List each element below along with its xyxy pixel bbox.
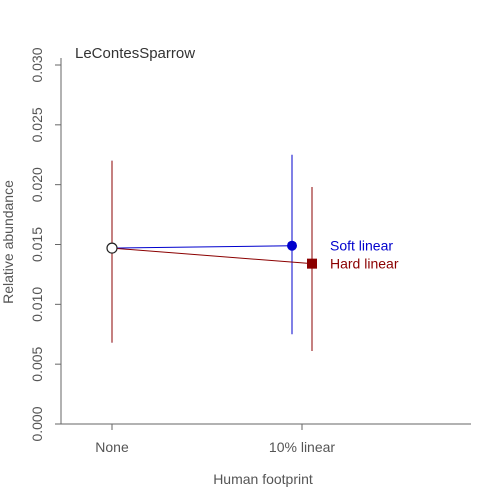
x-axis-label: Human footprint <box>213 471 313 487</box>
connector-line <box>112 246 292 248</box>
y-tick-label: 0.010 <box>29 287 45 322</box>
data-points <box>107 241 317 269</box>
series-labels: Soft linear Hard linear <box>330 238 399 272</box>
y-tick-label: 0.025 <box>29 107 45 142</box>
y-ticks: 0.000 0.005 0.010 0.015 0.020 0.025 0.030 <box>29 47 61 441</box>
y-tick-label: 0.030 <box>29 47 45 82</box>
y-axis-label: Relative abundance <box>0 180 16 304</box>
x-ticks: None 10% linear <box>95 424 335 455</box>
baseline-point <box>107 243 117 253</box>
connector-lines <box>112 246 312 264</box>
y-tick-label: 0.000 <box>29 406 45 441</box>
chart-title: LeContesSparrow <box>75 45 195 62</box>
connector-line <box>112 248 312 264</box>
y-tick-label: 0.015 <box>29 227 45 262</box>
series-label: Hard linear <box>330 256 399 272</box>
x-tick-label: 10% linear <box>269 439 335 455</box>
error-bars <box>112 155 312 351</box>
y-tick-label: 0.020 <box>29 167 45 202</box>
x-tick-label: None <box>95 439 129 455</box>
data-point <box>307 259 317 269</box>
data-point <box>287 241 297 251</box>
y-tick-label: 0.005 <box>29 346 45 381</box>
series-label: Soft linear <box>330 238 393 254</box>
